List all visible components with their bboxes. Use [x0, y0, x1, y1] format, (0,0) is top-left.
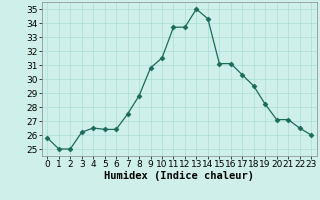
X-axis label: Humidex (Indice chaleur): Humidex (Indice chaleur) — [104, 171, 254, 181]
